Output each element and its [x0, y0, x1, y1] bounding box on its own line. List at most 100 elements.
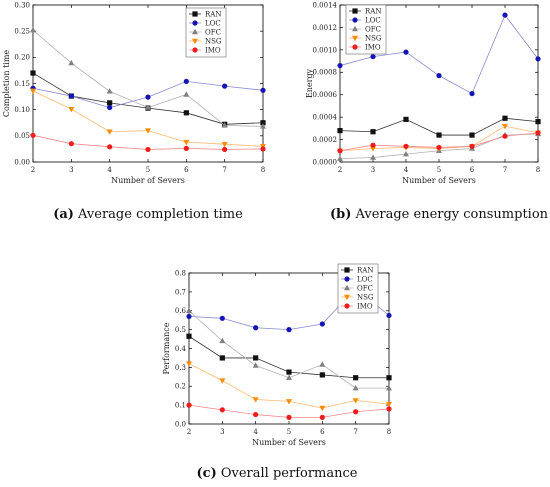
legend-marker-loc — [344, 276, 350, 282]
caption-text: Average energy consumption — [351, 207, 548, 222]
data-point-imo — [183, 145, 189, 151]
data-point-loc — [286, 327, 292, 333]
legend-marker-ran — [344, 267, 350, 273]
y-tick-label: 0.0006 — [313, 91, 338, 99]
data-point-nsg — [219, 378, 226, 384]
data-point-loc — [403, 49, 409, 55]
data-point-loc — [253, 325, 259, 331]
data-point-imo — [107, 144, 113, 150]
caption-label: (a) — [53, 207, 74, 222]
y-tick-label: 0.8 — [175, 269, 186, 277]
y-axis-label: Completion time — [2, 50, 11, 118]
y-tick-label: 0.0002 — [313, 136, 338, 144]
data-point-nsg — [386, 401, 392, 408]
data-point-ran — [183, 110, 189, 116]
data-point-imo — [30, 132, 36, 138]
data-point-ran — [30, 70, 36, 76]
data-point-imo — [403, 143, 409, 149]
data-point-ofc — [145, 104, 151, 110]
x-axis-label: Number of Severs — [252, 438, 326, 447]
chart-1: 2 3 4 5 6 7 8 0.0000 0.0002 0.0004 0.0006 0.0008 0.0… — [305, 1, 549, 222]
data-point-loc — [337, 62, 343, 69]
series-imo — [186, 402, 392, 420]
x-tick-label: 5 — [437, 166, 441, 174]
x-tick-label: 8 — [261, 166, 265, 174]
data-point-nsg — [319, 405, 326, 412]
y-tick-label: 0.0010 — [313, 46, 338, 54]
legend-label-imo: IMO — [205, 47, 221, 55]
data-point-ran — [502, 115, 508, 121]
data-point-ofc — [221, 122, 228, 128]
data-point-loc — [469, 90, 475, 97]
data-point-imo — [260, 146, 266, 152]
x-tick-label: 4 — [404, 166, 409, 174]
legend-marker-ofc — [192, 28, 198, 35]
legend-marker-nsg — [344, 294, 350, 301]
x-tick-label: 5 — [146, 166, 150, 174]
legend-marker-ofc — [352, 25, 358, 32]
x-tick-label: 3 — [371, 166, 375, 174]
series-ran — [337, 115, 541, 138]
legend-marker-ran — [192, 11, 198, 17]
data-point-ofc — [403, 150, 409, 157]
data-point-ofc — [337, 155, 343, 161]
data-point-ran — [353, 375, 359, 381]
x-tick-label: 2 — [338, 166, 342, 174]
data-point-ofc — [68, 59, 75, 66]
data-point-loc — [68, 93, 74, 99]
legend-marker-nsg — [352, 35, 358, 42]
x-axis-label: Number of Severs — [111, 176, 185, 185]
x-tick-label: 7 — [222, 166, 226, 174]
data-point-loc — [436, 73, 442, 79]
legend-label-loc: LOC — [365, 17, 381, 25]
data-point-nsg — [221, 142, 228, 148]
y-tick-label: 0.0008 — [313, 69, 338, 77]
data-point-ran — [535, 119, 541, 125]
series-nsg — [186, 361, 392, 412]
data-point-ofc — [352, 384, 359, 391]
data-point-imo — [502, 133, 508, 139]
data-point-ofc — [30, 26, 36, 33]
caption-text: Average completion time — [74, 207, 243, 222]
data-point-ran — [186, 333, 192, 339]
series-line-loc — [32, 80, 264, 108]
data-point-ran — [260, 120, 266, 126]
legend-label-nsg: NSG — [357, 294, 374, 302]
series-line-ofc — [32, 29, 264, 127]
legend-label-imo: IMO — [357, 303, 373, 311]
x-tick-label: 4 — [107, 166, 112, 174]
legend-label-ran: RAN — [365, 8, 381, 16]
x-tick-label: 6 — [320, 428, 325, 436]
data-point-nsg — [252, 397, 259, 403]
x-tick-label: 8 — [536, 166, 540, 174]
data-point-loc — [183, 78, 189, 85]
data-point-loc — [107, 104, 113, 111]
data-point-ran — [107, 100, 113, 106]
legend-label-ran: RAN — [205, 11, 221, 19]
data-point-loc — [502, 12, 508, 18]
legend-marker-nsg — [192, 38, 198, 45]
data-point-ran — [286, 369, 292, 375]
data-point-ofc — [186, 307, 192, 313]
y-tick-label: 0.4 — [175, 345, 187, 353]
data-point-nsg — [145, 128, 151, 134]
data-point-loc — [219, 315, 225, 321]
x-tick-label: 3 — [220, 428, 224, 436]
data-point-imo — [253, 411, 259, 418]
legend-label-imo: IMO — [365, 44, 381, 52]
x-tick-label: 4 — [253, 428, 258, 436]
data-point-ran — [386, 375, 392, 381]
legend-marker-imo — [352, 44, 358, 50]
y-tick-label: 0.6 — [175, 307, 187, 315]
legend-label-nsg: NSG — [205, 38, 222, 46]
x-tick-label: 2 — [187, 428, 191, 436]
subfigure-caption: (a) Average completion time — [53, 207, 243, 222]
y-tick-label: 0.0 — [175, 420, 186, 428]
subfigure-caption: (c) Overall performance — [197, 466, 358, 481]
series-ofc — [30, 26, 266, 129]
x-tick-label: 7 — [353, 428, 357, 436]
y-tick-label: 0.0004 — [313, 114, 338, 122]
legend-marker-imo — [192, 47, 198, 53]
